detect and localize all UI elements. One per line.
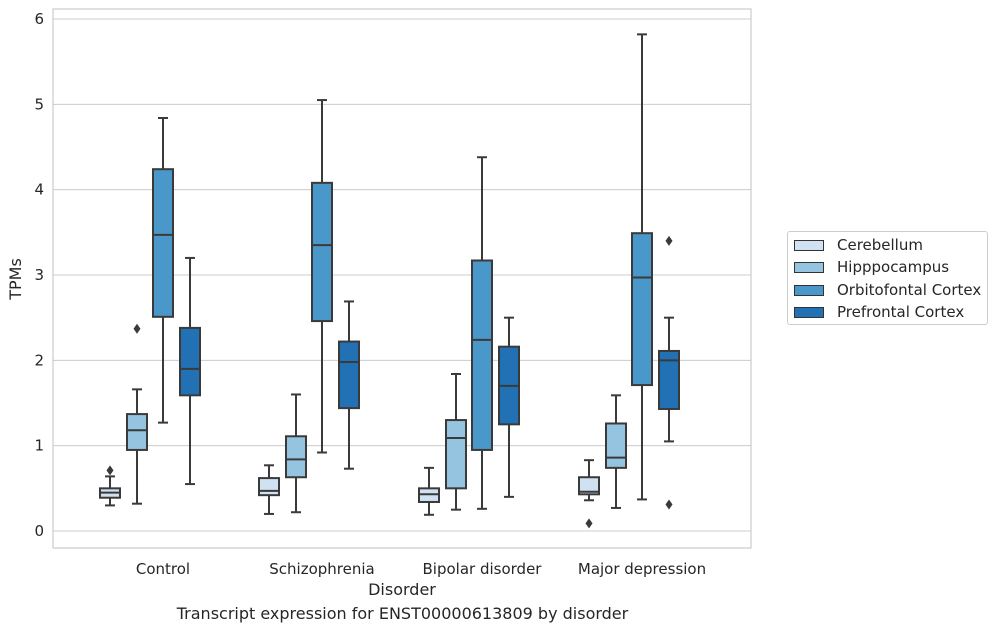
box-body [258,477,280,497]
legend-item-cerebellum: Cerebellum [794,235,923,255]
box-prefrontal-cortex-0 [179,256,201,486]
box-body [631,232,653,387]
legend-swatch [794,261,824,273]
legend-label: Hipppocampus [837,258,950,276]
legend-item-prefrontal-cortex: Prefrontal Cortex [794,302,964,322]
y-axis-title: TPMs [6,258,25,301]
x-tick-label: Bipolar disorder [423,560,543,578]
box-prefrontal-cortex-1 [338,300,360,470]
legend-swatch [794,306,824,318]
box-hipppocampus-0 [126,323,148,505]
legend-item-orbitofrontal-cortex: Orbitofontal Cortex [794,280,981,300]
y-tick-label: 3 [34,266,44,284]
x-tick-label: Schizophrenia [269,560,374,578]
box-cerebellum-0 [99,465,121,507]
legend-label: Cerebellum [837,236,923,254]
x-tick-label: Control [136,560,190,578]
box-body [471,259,493,451]
box-body [605,422,627,469]
y-tick-label: 0 [34,522,44,540]
outlier-point [585,518,593,529]
box-groups [99,33,680,529]
box-body [578,476,600,496]
legend-swatch [794,239,824,251]
box-body [152,168,174,318]
box-hipppocampus-1 [285,393,307,514]
box-prefrontal-cortex-2 [498,316,520,498]
legend-item-hippocampus: Hipppocampus [794,257,949,277]
y-tick-label: 6 [34,10,44,28]
box-orbitofontal-cortex-2 [471,156,493,510]
x-axis-title: Disorder [368,580,436,599]
box-body [311,181,333,323]
box-cerebellum-1 [258,464,280,515]
box-orbitofontal-cortex-0 [152,116,174,424]
y-tick-label: 2 [34,351,44,369]
tick-labels: 0 1 2 3 4 5 6 Control Schizophrenia Bipolar disor… [34,10,706,578]
box-cerebellum-3 [578,459,600,529]
y-tick-label: 4 [34,181,44,199]
legend-label: Prefrontal Cortex [837,303,965,321]
box-body [285,435,307,479]
outlier-point [665,235,673,246]
box-body [179,326,201,397]
box-orbitofontal-cortex-1 [311,99,333,454]
y-tick-label: 5 [34,95,44,113]
plot-frame [52,8,752,549]
outlier-point [133,323,141,334]
box-body [126,413,148,451]
y-tick-label: 1 [34,437,44,455]
box-cerebellum-2 [418,466,440,516]
box-hipppocampus-3 [605,394,627,509]
legend: Cerebellum Hipppocampus Orbitofontal Cor… [787,231,988,325]
box-prefrontal-cortex-3 [658,235,680,510]
chart-caption: Transcript expression for ENST0000061380… [176,604,629,623]
box-hipppocampus-2 [445,372,467,511]
outlier-point [665,499,673,510]
legend-label: Orbitofontal Cortex [837,281,982,299]
x-tick-label: Major depression [578,560,706,578]
box-orbitofontal-cortex-3 [631,33,653,501]
box-body [658,349,680,410]
box-body [445,419,467,490]
box-body [338,340,360,410]
legend-swatch [794,284,824,296]
outlier-point [106,465,114,476]
